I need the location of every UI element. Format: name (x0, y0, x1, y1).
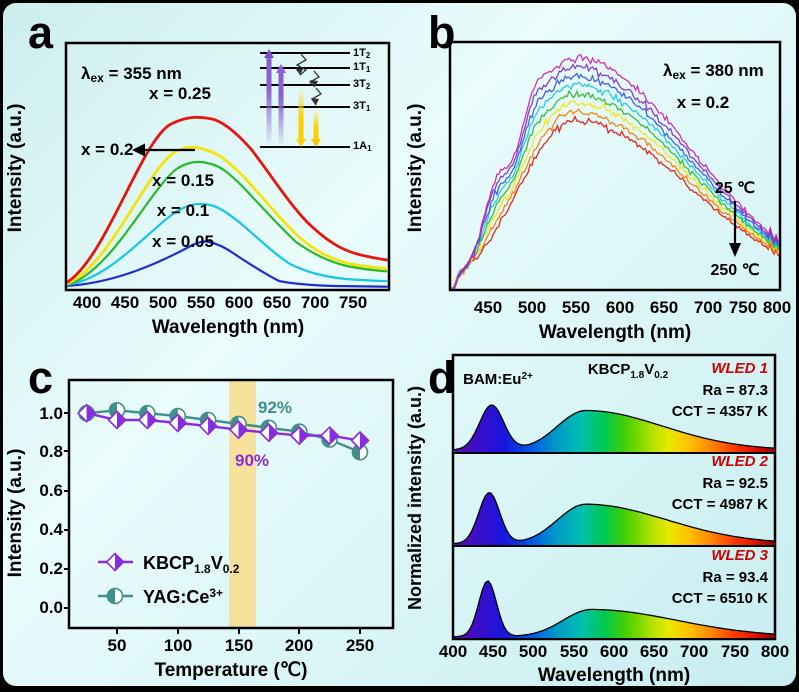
svg-text:CCT = 6510 K: CCT = 6510 K (672, 590, 768, 607)
svg-text:1.0: 1.0 (39, 404, 63, 423)
svg-text:90%: 90% (235, 451, 269, 470)
svg-text:x = 0.05: x = 0.05 (152, 232, 214, 251)
svg-text:600: 600 (600, 642, 628, 661)
svg-text:KBCP1.8V0.2: KBCP1.8V0.2 (143, 553, 240, 576)
svg-text:250: 250 (346, 636, 374, 655)
svg-text:800: 800 (761, 642, 789, 661)
svg-text:150: 150 (225, 636, 253, 655)
svg-text:WLED 1: WLED 1 (711, 360, 768, 377)
svg-text:Ra = 93.4: Ra = 93.4 (703, 569, 769, 586)
svg-text:Wavelength (nm): Wavelength (nm) (152, 317, 304, 338)
svg-text:Ra = 87.3: Ra = 87.3 (703, 382, 768, 399)
svg-text:650: 650 (650, 298, 678, 317)
svg-text:700: 700 (694, 298, 722, 317)
svg-text:400: 400 (73, 293, 101, 312)
svg-text:CCT = 4987 K: CCT = 4987 K (672, 496, 768, 513)
svg-text:0.6: 0.6 (39, 481, 63, 500)
svg-text:Intensity (a.u.): Intensity (a.u.) (405, 104, 426, 233)
svg-text:x = 0.2: x = 0.2 (81, 140, 133, 159)
svg-text:YAG:Ce3+: YAG:Ce3+ (143, 586, 223, 607)
svg-text:Intensity (a.u.): Intensity (a.u.) (5, 449, 26, 578)
svg-text:500: 500 (519, 642, 547, 661)
svg-text:700: 700 (301, 293, 329, 312)
svg-text:x = 0.2: x = 0.2 (677, 93, 729, 112)
svg-text:700: 700 (680, 642, 708, 661)
svg-text:0.0: 0.0 (39, 598, 63, 617)
svg-text:750: 750 (729, 298, 757, 317)
svg-text:Ra = 92.5: Ra = 92.5 (703, 475, 768, 492)
svg-text:50: 50 (108, 636, 127, 655)
svg-text:550: 550 (562, 298, 590, 317)
svg-text:450: 450 (111, 293, 139, 312)
svg-text:CCT = 4357 K: CCT = 4357 K (672, 403, 768, 420)
svg-text:750: 750 (721, 642, 749, 661)
svg-text:600: 600 (606, 298, 634, 317)
svg-text:Normalized intensity (a.u.): Normalized intensity (a.u.) (405, 386, 425, 610)
svg-text:x = 0.25: x = 0.25 (149, 84, 211, 103)
svg-text:400: 400 (439, 642, 467, 661)
svg-text:Temperature (℃): Temperature (℃) (155, 660, 308, 681)
svg-text:450: 450 (474, 298, 502, 317)
svg-text:92%: 92% (258, 398, 292, 417)
svg-text:0.2: 0.2 (39, 559, 63, 578)
svg-text:650: 650 (640, 642, 668, 661)
svg-text:100: 100 (164, 636, 192, 655)
svg-text:0.8: 0.8 (39, 442, 63, 461)
svg-text:550: 550 (187, 293, 215, 312)
svg-text:800: 800 (763, 298, 791, 317)
svg-text:600: 600 (225, 293, 253, 312)
svg-text:Wavelength (nm): Wavelength (nm) (538, 665, 690, 686)
svg-text:750: 750 (339, 293, 367, 312)
svg-text:25 ℃: 25 ℃ (715, 180, 755, 197)
svg-text:Intensity (a.u.): Intensity (a.u.) (5, 104, 26, 233)
svg-text:200: 200 (285, 636, 313, 655)
svg-text:450: 450 (479, 642, 507, 661)
svg-text:WLED 2: WLED 2 (711, 453, 768, 470)
svg-text:250 ℃: 250 ℃ (710, 262, 759, 279)
svg-text:x = 0.1: x = 0.1 (157, 201, 209, 220)
svg-text:0.4: 0.4 (39, 520, 63, 539)
svg-text:WLED 3: WLED 3 (711, 547, 768, 564)
svg-text:x = 0.15: x = 0.15 (152, 171, 214, 190)
svg-text:500: 500 (518, 298, 546, 317)
svg-text:Wavelength (nm): Wavelength (nm) (539, 322, 691, 343)
svg-text:550: 550 (560, 642, 588, 661)
svg-text:500: 500 (149, 293, 177, 312)
svg-text:650: 650 (263, 293, 291, 312)
